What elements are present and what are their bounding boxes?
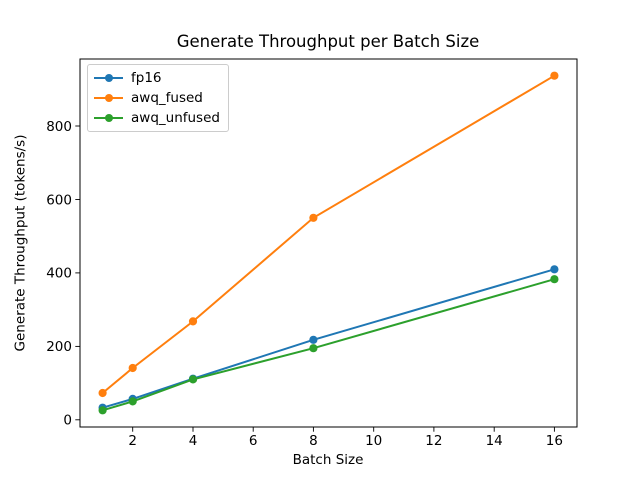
data-point-awq_unfused-x16: [550, 275, 559, 284]
y-tick-label: 400: [46, 266, 72, 282]
legend-line-marker-icon: [94, 117, 123, 119]
x-axis-label: Batch Size: [292, 452, 364, 468]
data-point-awq_unfused-x4: [188, 375, 198, 384]
legend-item-awq_fused: awq_fused: [94, 88, 220, 108]
x-tick-label: 12: [425, 433, 442, 449]
data-point-fp16-x8: [309, 335, 318, 344]
x-tick-label: 8: [309, 433, 318, 449]
x-tick-label: 10: [365, 433, 382, 449]
legend-line-marker-icon: [94, 97, 123, 99]
legend-label: awq_fused: [131, 90, 203, 106]
x-tick-label: 6: [249, 433, 258, 449]
legend: fp16 awq_fused awq_unfused: [87, 64, 229, 132]
data-point-awq_fused-x1: [98, 388, 107, 398]
data-point-awq_unfused-x1: [98, 406, 107, 415]
axes-frame: [79, 58, 578, 428]
legend-item-awq_unfused: awq_unfused: [94, 108, 220, 128]
y-tick-label: 600: [46, 192, 72, 208]
x-tick-label: 16: [546, 433, 563, 449]
y-tick-label: 200: [46, 339, 72, 355]
series-line-awq_unfused: [102, 278, 555, 412]
data-point-awq_fused-x4: [188, 317, 198, 326]
data-point-awq_fused-x16: [550, 71, 559, 80]
y-tick-label: 800: [46, 119, 72, 135]
data-point-awq_fused-x2: [128, 363, 137, 373]
x-tick-label: 2: [128, 433, 137, 449]
legend-line-marker-icon: [94, 77, 123, 79]
x-tick-label: 4: [189, 433, 198, 449]
y-axis-label: Generate Throughput (tokens/s): [12, 134, 29, 352]
data-point-awq_unfused-x2: [128, 397, 137, 406]
data-point-fp16-x16: [550, 265, 559, 274]
chart-title: Generate Throughput per Batch Size: [176, 32, 480, 51]
data-point-awq_unfused-x8: [309, 344, 318, 353]
legend-label: awq_unfused: [131, 110, 220, 126]
data-point-awq_fused-x8: [309, 213, 318, 222]
legend-item-fp16: fp16: [94, 68, 220, 88]
y-tick-label: 0: [63, 413, 72, 429]
legend-label: fp16: [131, 70, 162, 86]
x-tick-label: 14: [486, 433, 503, 449]
